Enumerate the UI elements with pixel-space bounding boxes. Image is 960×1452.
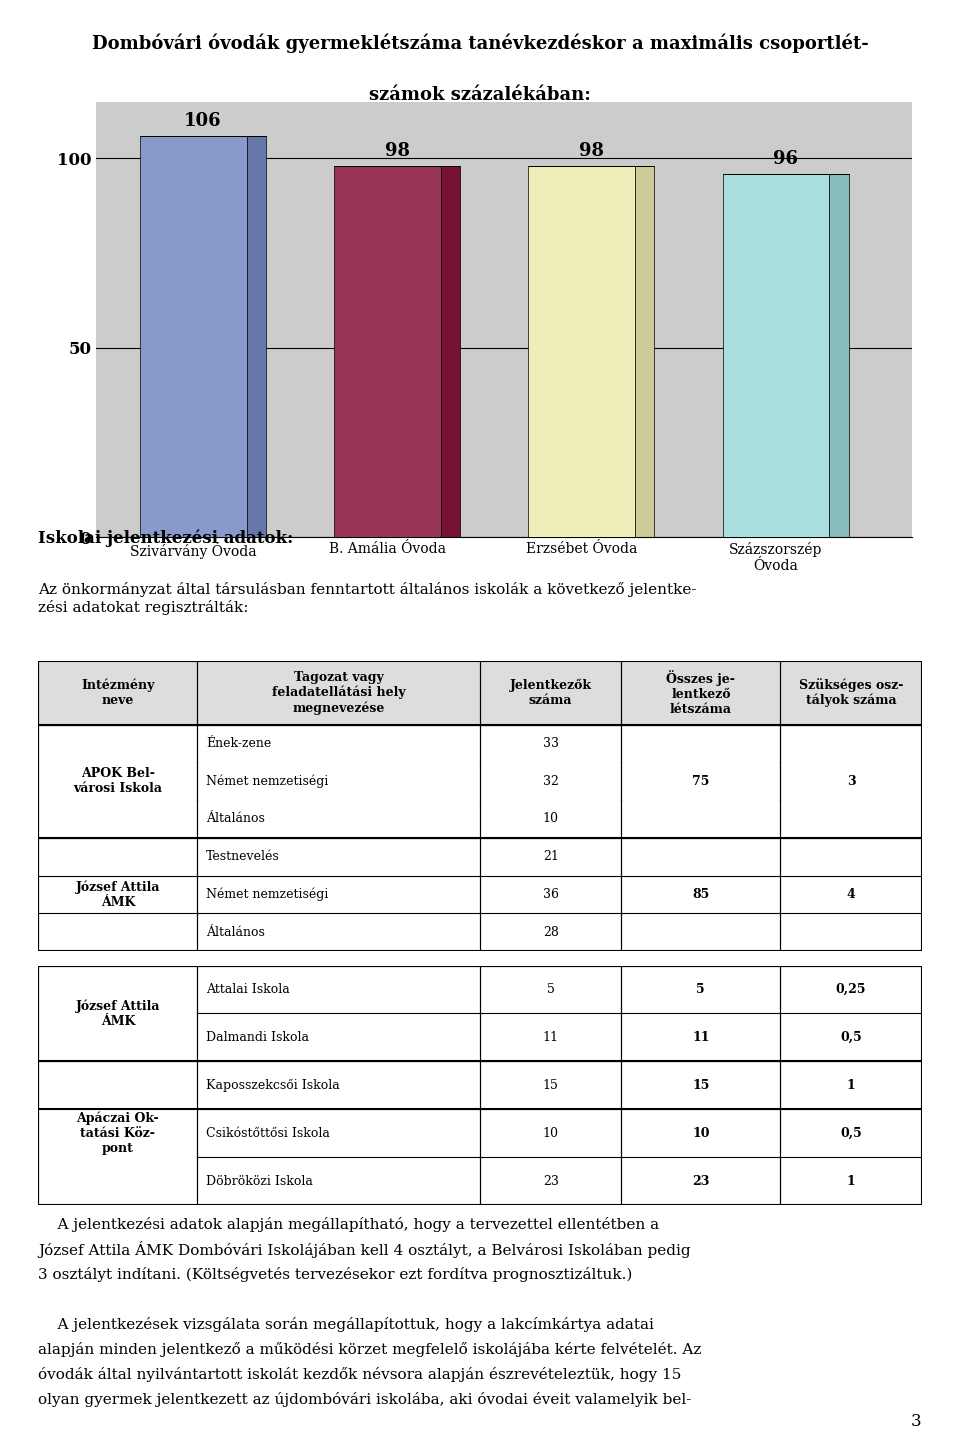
Text: 0,5: 0,5 xyxy=(840,1031,862,1044)
Bar xyxy=(723,174,829,537)
Text: Összes je-
lentkező
létszáma: Összes je- lentkező létszáma xyxy=(666,669,735,716)
Polygon shape xyxy=(636,166,655,537)
Text: Attalai Iskola: Attalai Iskola xyxy=(206,983,290,996)
Text: József Attila
ÁMK: József Attila ÁMK xyxy=(76,999,160,1028)
Text: 4: 4 xyxy=(847,889,855,900)
Text: 23: 23 xyxy=(692,1175,709,1188)
Polygon shape xyxy=(247,135,266,537)
Text: Apáczai Ok-
tatási Köz-
pont: Apáczai Ok- tatási Köz- pont xyxy=(77,1112,159,1154)
Text: óvodák által nyilvántartott iskolát kezdők névsora alapján észrevételeztük, hogy: óvodák által nyilvántartott iskolát kezd… xyxy=(38,1368,682,1382)
Text: 36: 36 xyxy=(542,889,559,900)
Text: 98: 98 xyxy=(579,142,604,160)
Text: 3: 3 xyxy=(911,1413,922,1430)
Text: 106: 106 xyxy=(184,112,222,131)
Text: 0,5: 0,5 xyxy=(840,1127,862,1140)
Text: 85: 85 xyxy=(692,889,709,900)
Text: 3: 3 xyxy=(847,775,855,787)
Bar xyxy=(621,661,780,725)
Text: 96: 96 xyxy=(773,150,798,168)
Bar xyxy=(528,166,636,537)
Polygon shape xyxy=(441,166,460,537)
Bar xyxy=(140,135,247,537)
Text: 11: 11 xyxy=(692,1031,709,1044)
Text: 1: 1 xyxy=(847,1079,855,1092)
Text: olyan gyermek jelentkezett az újdombóvári iskolába, aki óvodai éveit valamelyik : olyan gyermek jelentkezett az újdombóvár… xyxy=(38,1392,692,1407)
Bar xyxy=(334,166,441,537)
Text: József Attila
ÁMK: József Attila ÁMK xyxy=(76,880,160,909)
Text: Általános: Általános xyxy=(206,926,265,938)
Text: Jelentkezők
száma: Jelentkezők száma xyxy=(510,678,591,707)
Text: 32: 32 xyxy=(542,775,559,787)
Text: 15: 15 xyxy=(692,1079,709,1092)
Text: számok százalékában:: számok százalékában: xyxy=(369,86,591,103)
Text: 15: 15 xyxy=(542,1079,559,1092)
Text: Dombóvári óvodák gyermeklétszáma tanévkezdéskor a maximális csoportlét-: Dombóvári óvodák gyermeklétszáma tanévke… xyxy=(91,33,869,52)
Bar xyxy=(198,661,480,725)
Text: 28: 28 xyxy=(542,926,559,938)
Bar xyxy=(480,661,621,725)
Text: Német nemzetiségi: Német nemzetiségi xyxy=(206,887,328,902)
Text: Ének-zene: Ének-zene xyxy=(206,738,272,749)
Polygon shape xyxy=(829,174,849,537)
Text: 11: 11 xyxy=(542,1031,559,1044)
Text: Csikóstőttősi Iskola: Csikóstőttősi Iskola xyxy=(206,1127,330,1140)
Text: Döbröközi Iskola: Döbröközi Iskola xyxy=(206,1175,313,1188)
Text: Tagozat vagy
feladatellátási hely
megnevezése: Tagozat vagy feladatellátási hely megnev… xyxy=(272,671,405,714)
Text: 0,25: 0,25 xyxy=(836,983,866,996)
Text: A jelentkezések vizsgálata során megállapítottuk, hogy a lakcímkártya adatai: A jelentkezések vizsgálata során megálla… xyxy=(38,1317,655,1333)
Text: 1: 1 xyxy=(847,1175,855,1188)
Text: Kaposszekcsői Iskola: Kaposszekcsői Iskola xyxy=(206,1079,340,1092)
Text: Német nemzetiségi: Német nemzetiségi xyxy=(206,774,328,788)
Text: alapján minden jelentkező a működési körzet megfelelő iskolájába kérte felvételé: alapján minden jelentkező a működési kör… xyxy=(38,1343,702,1358)
Text: APOK Bel-
városi Iskola: APOK Bel- városi Iskola xyxy=(73,767,162,796)
Text: 10: 10 xyxy=(542,1127,559,1140)
Bar xyxy=(780,661,922,725)
Text: 98: 98 xyxy=(385,142,410,160)
Bar xyxy=(38,661,198,725)
Text: 21: 21 xyxy=(542,851,559,862)
Text: Szükséges osz-
tályok száma: Szükséges osz- tályok száma xyxy=(799,678,903,707)
Text: 5: 5 xyxy=(546,983,555,996)
Text: Az önkormányzat által társulásban fenntartott általános iskolák a következő jele: Az önkormányzat által társulásban fennta… xyxy=(38,582,697,614)
Text: Testnevelés: Testnevelés xyxy=(206,851,280,862)
Text: A jelentkezési adatok alapján megállapítható, hogy a tervezettel ellentétben a: A jelentkezési adatok alapján megállapít… xyxy=(38,1217,660,1233)
Text: 75: 75 xyxy=(692,775,709,787)
Text: 10: 10 xyxy=(692,1127,709,1140)
Text: 33: 33 xyxy=(542,738,559,749)
Text: Iskolai jelentkezési adatok:: Iskolai jelentkezési adatok: xyxy=(38,530,294,547)
Text: 5: 5 xyxy=(697,983,705,996)
Text: Intézmény
neve: Intézmény neve xyxy=(82,678,155,707)
Text: 10: 10 xyxy=(542,813,559,825)
Text: Dalmandi Iskola: Dalmandi Iskola xyxy=(206,1031,309,1044)
Text: József Attila ÁMK Dombóvári Iskolájában kell 4 osztályt, a Belvárosi Iskolában p: József Attila ÁMK Dombóvári Iskolájában … xyxy=(38,1241,691,1259)
Text: 23: 23 xyxy=(542,1175,559,1188)
Text: 3 osztályt indítani. (Költségvetés tervezésekor ezt fordítva prognosztizáltuk.): 3 osztályt indítani. (Költségvetés terve… xyxy=(38,1268,633,1282)
Text: Általános: Általános xyxy=(206,813,265,825)
